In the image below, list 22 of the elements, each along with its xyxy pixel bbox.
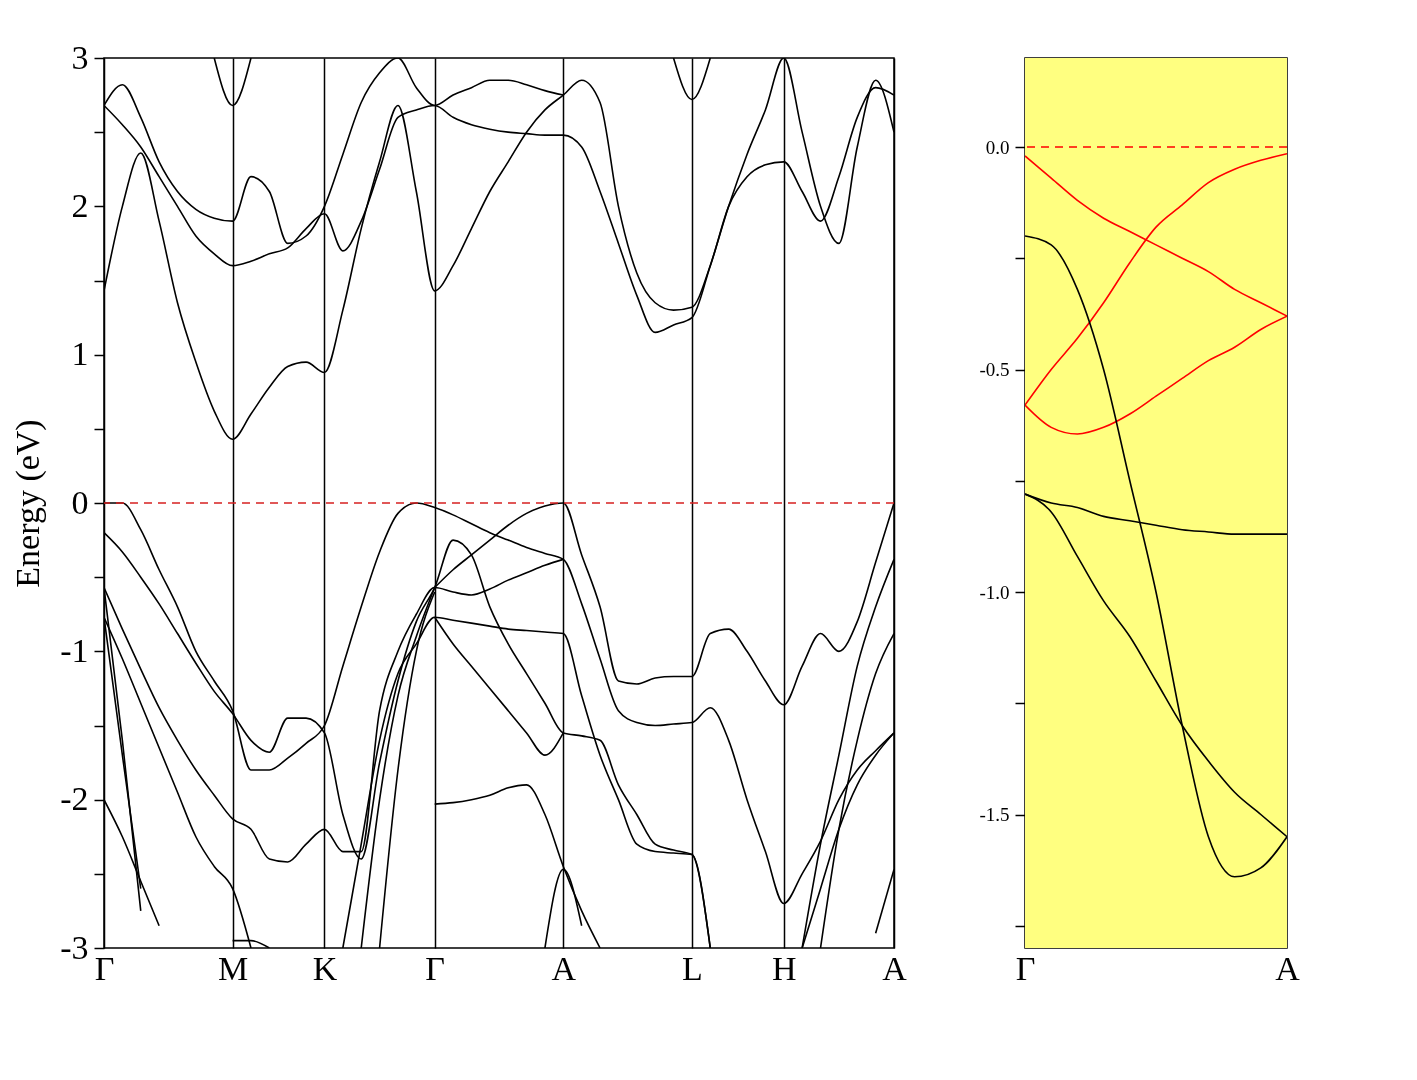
y-tick-label: -2 (60, 780, 89, 818)
y-axis-title: Energy (eV) (9, 419, 48, 588)
x-tick-label: A (551, 949, 577, 987)
y-tick-label: 1 (71, 335, 89, 373)
y-tick-label: -1 (60, 631, 89, 669)
x-tick-label: K (312, 949, 338, 987)
x-tick-label: A (1275, 949, 1301, 987)
x-tick-label: Γ (94, 949, 115, 987)
x-tick-label: Γ (1015, 949, 1036, 987)
x-tick-label: L (682, 949, 703, 987)
y-tick-label: 3 (71, 38, 89, 76)
y-tick-label: 0 (71, 483, 89, 521)
x-tick-label: H (771, 949, 797, 987)
x-tick-label: Γ (425, 949, 446, 987)
y-tick-label: 0.0 (985, 136, 1010, 158)
x-tick-label: A (882, 949, 908, 987)
y-tick-label: -3 (60, 928, 89, 966)
y-tick-label: -0.5 (979, 359, 1010, 380)
y-tick-label: -1.0 (979, 581, 1010, 603)
y-tick-label: 2 (71, 186, 89, 224)
x-tick-label: M (217, 949, 249, 987)
y-tick-label: -1.5 (979, 804, 1010, 825)
